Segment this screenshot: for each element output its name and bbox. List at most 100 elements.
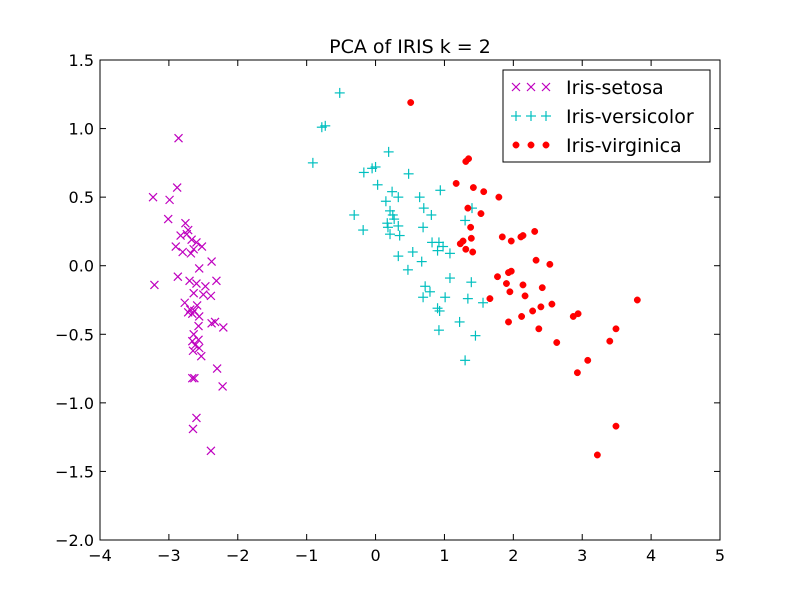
data-point [367,163,378,174]
data-point [420,281,431,292]
data-point [433,325,444,336]
data-point [454,316,465,327]
x-tick-label: 1 [439,546,449,565]
legend-marker [527,141,535,149]
legend-marker [541,82,551,92]
data-point [418,222,429,233]
data-point [385,229,396,240]
data-point [198,290,208,299]
data-point [383,146,394,157]
data-point [521,292,529,300]
data-point [546,260,554,268]
data-point [194,321,203,331]
data-point [171,242,181,251]
data-point [426,209,437,220]
x-tick-label: 4 [646,546,656,565]
data-point [440,292,451,303]
data-point [432,245,443,256]
points-layer [148,87,641,459]
data-point [207,318,217,328]
data-point [418,292,429,303]
data-point [502,280,510,287]
data-point [433,237,444,248]
legend-marker [511,111,521,121]
data-point [189,244,199,254]
data-point [444,273,455,284]
x-tick-label: −2 [226,546,250,565]
data-point [460,215,471,226]
data-point [573,369,581,377]
data-point [334,87,345,98]
data-point [633,296,641,304]
data-point [548,300,556,308]
legend-label: Iris-virginica [566,135,682,157]
chart-title: PCA of IRIS k = 2 [329,36,491,58]
data-point [382,218,393,229]
x-tick-label: −3 [157,546,181,565]
data-point [517,233,525,241]
data-point [186,248,196,258]
y-tick-label: 0.0 [69,257,94,276]
data-point [507,237,515,245]
data-point [537,303,545,311]
data-point [197,242,207,251]
data-point [467,234,475,242]
legend-label: Iris-setosa [566,77,664,99]
data-point [414,192,425,203]
data-point [188,346,198,356]
data-point [460,355,471,366]
data-point [192,413,201,423]
legend-marker [541,111,551,121]
x-tick-label: 5 [715,546,725,565]
data-point [612,422,620,430]
data-point [188,424,198,434]
data-point [180,218,190,228]
data-point [462,245,470,253]
data-point [192,237,201,247]
data-point [438,241,449,252]
y-tick-label: −1.5 [55,462,94,481]
data-point [200,281,210,291]
data-point [495,193,503,201]
legend-box [502,69,711,163]
data-point [535,325,543,333]
legend-marker [542,141,550,149]
data-point [434,305,445,316]
data-point [187,373,197,383]
series-iris-versicolor [307,87,489,366]
y-tick-label: −2.0 [55,531,94,550]
data-point [393,251,404,262]
data-point [218,381,228,391]
data-point [593,451,601,459]
y-tick-label: 0.5 [69,188,94,207]
data-point [553,339,561,346]
data-point [207,257,217,267]
data-point [196,351,206,361]
series-iris-virginica [407,99,641,459]
data-point [498,233,506,241]
data-point [407,247,418,257]
data-point [194,343,204,353]
data-point [387,186,398,197]
legend-entry-iris-virginica: Iris-virginica [512,135,682,157]
data-point [612,325,620,333]
y-tick-label: 1.0 [69,120,94,139]
data-point [192,279,201,288]
data-point [148,192,158,202]
data-point [189,373,199,383]
data-point [469,248,477,256]
data-point [464,204,472,212]
data-point [165,195,175,205]
data-point [606,337,614,345]
legend-marker [512,141,520,149]
data-point [416,256,427,267]
data-point [518,313,526,320]
data-point [187,336,197,346]
data-point [180,298,190,308]
x-tick-label: 3 [577,546,587,565]
data-point [506,288,514,296]
y-tick-label: −0.5 [55,325,94,344]
data-point [467,223,475,231]
data-point [194,264,204,273]
data-point [189,288,199,298]
